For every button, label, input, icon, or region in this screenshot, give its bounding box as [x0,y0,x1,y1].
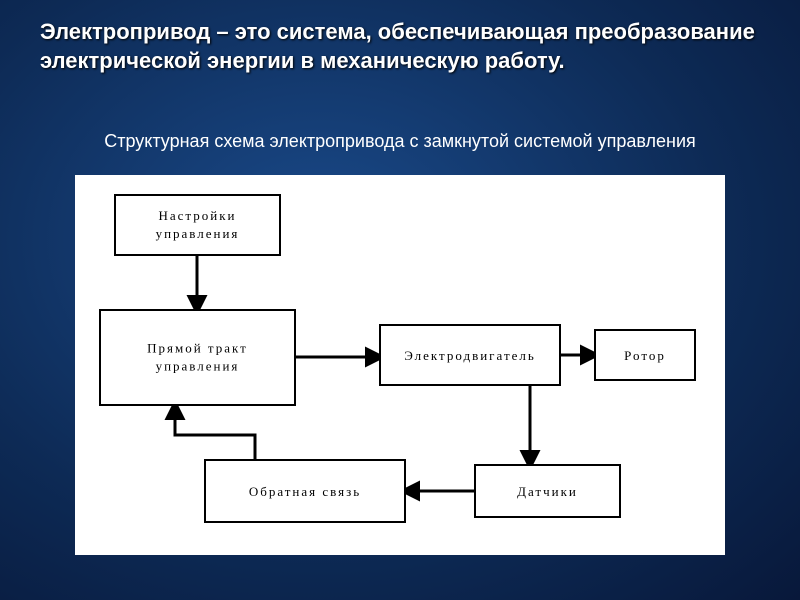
edge-feedback-direct [175,405,255,460]
node-rotor-label: Ротор [624,348,666,363]
slide: Электропривод – это система, обеспечиваю… [0,0,800,600]
node-settings-label2: управления [156,226,240,241]
node-settings [115,195,280,255]
diagram-canvas: Настройки управления Прямой тракт управлени… [75,175,725,555]
slide-subtitle: Структурная схема электропривода с замкн… [40,130,760,153]
slide-title: Электропривод – это система, обеспечиваю… [40,18,760,75]
node-sensors-label: Датчики [517,484,578,499]
flowchart-svg: Настройки управления Прямой тракт управлени… [75,175,725,555]
node-direct-label2: управления [156,359,240,374]
node-feedback-label: Обратная связь [249,484,361,499]
node-direct [100,310,295,405]
node-settings-label1: Настройки [159,208,237,223]
title-term: Электропривод [40,19,210,44]
node-direct-label1: Прямой тракт [147,341,248,356]
node-motor-label: Электродвигатель [404,348,536,363]
